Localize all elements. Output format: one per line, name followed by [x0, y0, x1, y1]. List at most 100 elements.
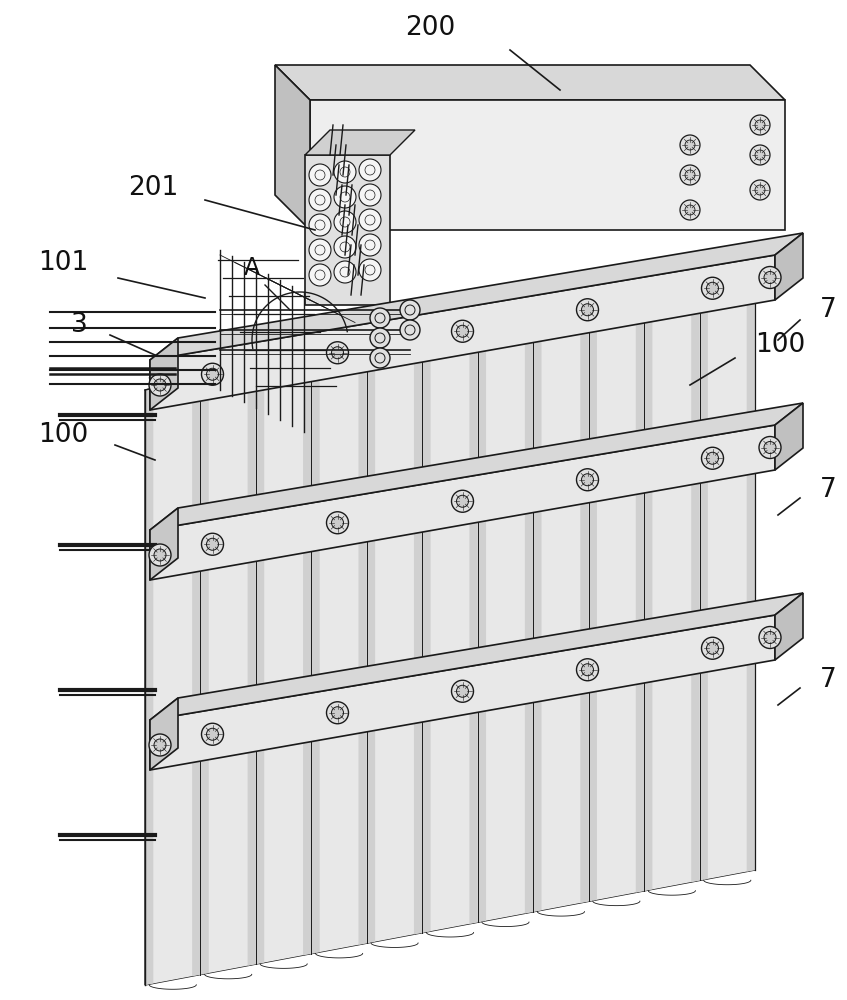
Circle shape	[149, 544, 171, 566]
Ellipse shape	[205, 361, 252, 370]
Circle shape	[370, 348, 390, 368]
Circle shape	[764, 271, 776, 284]
Polygon shape	[150, 615, 775, 770]
Circle shape	[334, 261, 356, 283]
Polygon shape	[478, 304, 533, 922]
Polygon shape	[275, 65, 310, 230]
Ellipse shape	[537, 287, 584, 296]
Circle shape	[359, 159, 381, 181]
Circle shape	[759, 436, 781, 458]
Circle shape	[207, 538, 219, 550]
Circle shape	[451, 680, 473, 702]
Circle shape	[706, 642, 718, 654]
Polygon shape	[192, 378, 201, 976]
Circle shape	[370, 328, 390, 348]
Circle shape	[334, 236, 356, 258]
Circle shape	[582, 304, 594, 316]
Polygon shape	[303, 353, 312, 955]
Circle shape	[577, 299, 599, 321]
Circle shape	[701, 277, 723, 299]
Circle shape	[680, 200, 700, 220]
Circle shape	[755, 120, 765, 130]
Polygon shape	[775, 403, 803, 470]
Polygon shape	[201, 376, 208, 975]
Circle shape	[207, 368, 219, 380]
Polygon shape	[580, 292, 589, 903]
Circle shape	[202, 533, 224, 555]
Circle shape	[457, 685, 468, 697]
Text: 100: 100	[755, 332, 805, 358]
Circle shape	[582, 664, 594, 676]
Text: 201: 201	[128, 175, 178, 201]
Polygon shape	[469, 316, 478, 924]
Circle shape	[577, 469, 599, 491]
Polygon shape	[414, 329, 423, 934]
Polygon shape	[256, 353, 312, 964]
Polygon shape	[700, 255, 755, 880]
Polygon shape	[150, 425, 775, 580]
Polygon shape	[747, 255, 755, 872]
Polygon shape	[150, 698, 178, 770]
Circle shape	[149, 374, 171, 396]
Circle shape	[359, 234, 381, 256]
Circle shape	[759, 626, 781, 648]
Circle shape	[750, 115, 770, 135]
Polygon shape	[367, 329, 423, 943]
Circle shape	[680, 135, 700, 155]
Polygon shape	[256, 364, 264, 964]
Polygon shape	[700, 265, 708, 880]
Circle shape	[154, 549, 166, 561]
Circle shape	[755, 150, 765, 160]
Ellipse shape	[426, 312, 473, 321]
Polygon shape	[305, 155, 390, 305]
Polygon shape	[644, 278, 652, 891]
Circle shape	[309, 214, 331, 236]
Circle shape	[309, 264, 331, 286]
Ellipse shape	[149, 373, 197, 382]
Polygon shape	[589, 280, 644, 901]
Circle shape	[457, 495, 468, 507]
Circle shape	[706, 452, 718, 464]
Circle shape	[400, 320, 420, 340]
Circle shape	[759, 266, 781, 288]
Polygon shape	[150, 338, 178, 410]
Circle shape	[764, 632, 776, 644]
Circle shape	[755, 185, 765, 195]
Text: 7: 7	[820, 297, 837, 323]
Polygon shape	[150, 508, 178, 580]
Polygon shape	[310, 100, 785, 230]
Polygon shape	[691, 267, 700, 882]
Circle shape	[701, 637, 723, 659]
Circle shape	[149, 734, 171, 756]
Polygon shape	[367, 339, 375, 943]
Polygon shape	[533, 292, 589, 912]
Polygon shape	[423, 327, 430, 933]
Circle shape	[370, 308, 390, 328]
Polygon shape	[305, 130, 415, 155]
Polygon shape	[150, 593, 803, 720]
Circle shape	[701, 447, 723, 469]
Text: A: A	[244, 256, 260, 280]
Circle shape	[764, 442, 776, 454]
Circle shape	[309, 189, 331, 211]
Circle shape	[331, 517, 344, 529]
Polygon shape	[589, 290, 597, 901]
Circle shape	[577, 659, 599, 681]
Circle shape	[331, 707, 344, 719]
Circle shape	[326, 342, 348, 364]
Text: 3: 3	[71, 312, 88, 338]
Circle shape	[359, 259, 381, 281]
Circle shape	[326, 702, 348, 724]
Polygon shape	[201, 365, 256, 975]
Polygon shape	[275, 65, 785, 100]
Circle shape	[685, 205, 695, 215]
Ellipse shape	[482, 300, 529, 309]
Ellipse shape	[316, 337, 363, 346]
Circle shape	[309, 164, 331, 186]
Polygon shape	[478, 315, 486, 922]
Circle shape	[207, 728, 219, 740]
Circle shape	[685, 170, 695, 180]
Circle shape	[680, 165, 700, 185]
Circle shape	[309, 239, 331, 261]
Ellipse shape	[593, 275, 640, 284]
